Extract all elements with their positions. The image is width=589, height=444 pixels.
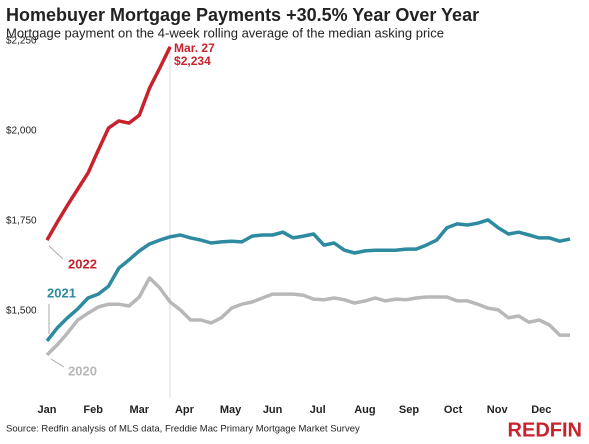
x-tick-label: Sep <box>399 404 419 416</box>
x-tick-label: Jun <box>263 404 283 416</box>
label-leader <box>48 245 64 260</box>
x-tick-label: Jan <box>38 404 57 416</box>
x-tick-label: Mar <box>130 404 150 416</box>
label-leader <box>50 358 65 368</box>
logo: REDFIN <box>508 419 582 441</box>
series-label: 2021 <box>47 285 76 300</box>
x-tick-label: Aug <box>354 404 375 416</box>
series-line <box>45 218 571 342</box>
x-tick-label: Feb <box>83 404 103 416</box>
series-label: 2022 <box>68 256 97 271</box>
y-tick-label: $2,000 <box>6 126 37 137</box>
value-label: $2,234 <box>174 54 211 68</box>
x-tick-label: Oct <box>444 404 463 416</box>
x-tick-label: Nov <box>487 404 509 416</box>
y-tick-label: $1,750 <box>6 216 37 227</box>
x-tick-label: Jul <box>310 404 326 416</box>
series-line <box>45 276 570 357</box>
chart-subtitle: Mortgage payment on the 4-week rolling a… <box>6 25 444 40</box>
y-tick-label: $2,250 <box>6 36 37 47</box>
x-tick-label: May <box>220 404 242 416</box>
x-tick-label: Apr <box>175 404 195 416</box>
y-tick-label: $1,500 <box>6 306 37 317</box>
x-tick-label: Dec <box>531 404 551 416</box>
series-line <box>45 46 172 241</box>
source: Source: Redfin analysis of MLS data, Fre… <box>6 424 360 435</box>
chart-title: Homebuyer Mortgage Payments +30.5% Year … <box>6 5 479 25</box>
series-label: 2020 <box>68 363 97 378</box>
annotation-text: Mar. 27 <box>174 41 215 55</box>
